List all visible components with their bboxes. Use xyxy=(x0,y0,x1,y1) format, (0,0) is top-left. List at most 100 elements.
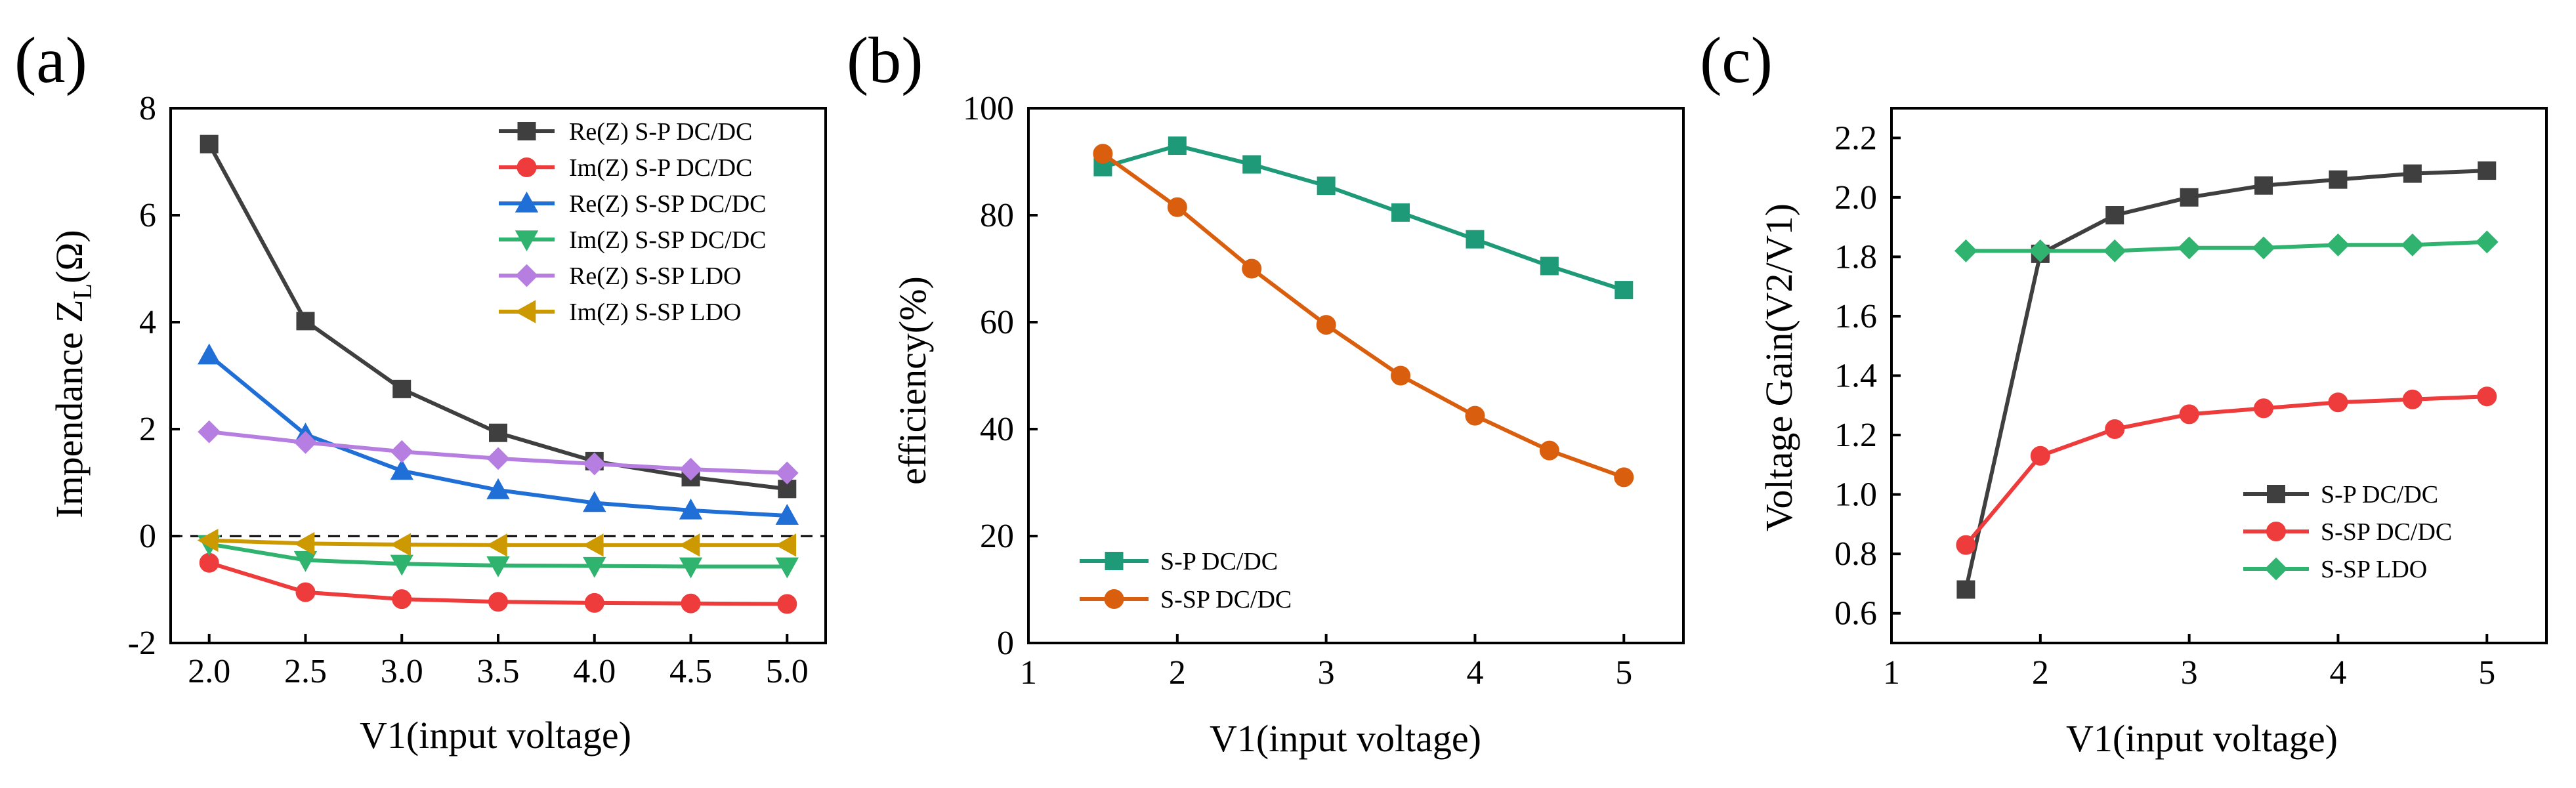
panel-b-axes-frame xyxy=(1027,107,1685,644)
panel-b-x-tick-label: 1 xyxy=(1020,654,1037,692)
panel-b-series-s-p-dc-dc-point xyxy=(1242,155,1261,174)
panel-c-series-s-p-dc-dc-point xyxy=(2105,206,2124,224)
panel-c-x-tick-label: 2 xyxy=(2032,654,2049,692)
panel-a-y-axis-title: Impendance ZL(Ω) xyxy=(48,230,97,518)
panel-a-series-im-z-s-p-dc-dc-point xyxy=(681,593,701,613)
panel-a-y-tick-label: 4 xyxy=(139,304,156,341)
panel-a-series-im-z-s-sp-ldo-point xyxy=(486,533,507,557)
panel-a-x-tick-label: 3.5 xyxy=(477,653,520,690)
panel-a-series-re-z-s-sp-dc-dc-point xyxy=(390,459,413,480)
panel-a-y-tick-label: 0 xyxy=(139,518,156,555)
panel-a-series-im-z-s-sp-dc-dc-point xyxy=(486,556,510,577)
panel-c-y-tick-label: 1.4 xyxy=(1834,358,1877,395)
panel-c-series-s-sp-dc-dc-point xyxy=(2030,446,2050,466)
panel-c-series-s-p-dc-dc-point xyxy=(2478,161,2497,180)
panel-c-series-s-sp-ldo-point xyxy=(2029,239,2052,262)
panel-c-x-tick-label: 5 xyxy=(2478,654,2495,692)
panel-b-series-s-p-dc-dc-point xyxy=(1168,136,1187,156)
panel-a-series-im-z-s-sp-ldo-point xyxy=(390,533,412,556)
panel-b-y-tick-label: 40 xyxy=(980,411,1014,448)
panel-b-x-tick-label: 4 xyxy=(1466,654,1483,692)
panel-a-x-tick-label: 2.5 xyxy=(284,653,327,690)
panel-c-series-s-sp-ldo-point xyxy=(2327,233,2350,257)
panel-c-axes-frame xyxy=(1890,107,2548,644)
panel-c-y-axis-title: Voltage Gain(V2/V1) xyxy=(1758,203,1800,531)
panel-a-legend-item-im-z-s-p-dc-dc: Im(Z) S-P DC/DC xyxy=(499,154,752,182)
panel-a-series-im-z-s-p-dc-dc xyxy=(199,552,797,614)
panel-a-series-re-z-s-sp-ldo-point xyxy=(294,430,317,454)
panel-c-series-s-sp-dc-dc-point xyxy=(1956,535,1976,555)
panel-c-y-tick-label: 2.0 xyxy=(1834,179,1877,217)
panel-b-legend-item-s-sp-dc-dc: S-SP DC/DC xyxy=(1080,586,1292,613)
panel-c-series-s-sp-dc-dc xyxy=(1956,386,2497,555)
panel-a-y-tick-label: 2 xyxy=(139,411,156,448)
panel-c-series-s-sp-dc-dc-point xyxy=(2179,404,2199,425)
panel-c-legend-item-s-sp-dc-dc-swatch-marker xyxy=(2266,522,2286,541)
panel-a-legend-item-re-z-s-sp-ldo-swatch-marker xyxy=(515,264,538,287)
panel-a-y-tick-label: -2 xyxy=(128,625,156,662)
panel-b-legend-item-s-p-dc-dc-swatch-marker xyxy=(1105,552,1124,570)
panel-a-series-im-z-s-sp-ldo-point xyxy=(197,528,219,552)
panel-c-series-s-p-dc-dc-point xyxy=(2180,188,2199,207)
panel-a-legend-item-re-z-s-sp-dc-dc-swatch-marker xyxy=(515,191,539,213)
panel-a-series-re-z-s-p-dc-dc-point xyxy=(296,312,315,331)
panel-b-label: (b) xyxy=(847,24,923,96)
panel-c-series-s-sp-ldo xyxy=(1954,230,2499,262)
panel-b-legend-item-s-sp-dc-dc-label: S-SP DC/DC xyxy=(1160,586,1292,613)
panel-a-legend-item-im-z-s-sp-dc-dc: Im(Z) S-SP DC/DC xyxy=(499,226,767,254)
panel-b-y-tick-label: 80 xyxy=(980,197,1014,234)
panel-b-series-s-sp-dc-dc-point xyxy=(1316,315,1336,335)
panel-b-series-s-sp-dc-dc xyxy=(1093,144,1634,487)
panel-a-series-re-z-s-sp-ldo-point xyxy=(583,452,606,476)
panel-a-plot: 2.0 2.5 3.0 3.5 4.0 4.5 5.0 -2 0 2 4 6 8 Re(Z) S-P DC… xyxy=(128,90,827,690)
panel-a-x-tick-label: 5.0 xyxy=(766,653,809,690)
panel-a-series-re-z-s-p-dc-dc-point xyxy=(200,135,219,154)
panel-c-y-tick-label: 1.2 xyxy=(1834,417,1877,454)
panel-b-series-s-p-dc-dc xyxy=(1093,136,1634,300)
panel-b-series-s-sp-dc-dc-point xyxy=(1242,259,1262,279)
panel-a-series-im-z-s-p-dc-dc-point xyxy=(777,594,797,614)
panel-c-label: (c) xyxy=(1700,24,1773,96)
panel-a-y-tick-label: 6 xyxy=(139,197,156,234)
panel-c-series-s-p-dc-dc xyxy=(1956,161,2497,599)
panel-c-y-tick-label: 1.8 xyxy=(1834,238,1877,276)
panel-c-legend-item-s-p-dc-dc-swatch-marker xyxy=(2267,485,2285,503)
panel-c-y-tick-label: 1.0 xyxy=(1834,476,1877,514)
panel-b-y-tick-label: 100 xyxy=(963,90,1014,127)
panel-c-series-s-sp-dc-dc-point xyxy=(2402,389,2422,409)
panel-b-y-tick-label: 20 xyxy=(980,518,1014,555)
panel-c-series-s-sp-ldo-point xyxy=(2401,233,2424,257)
panel-c-series-s-sp-ldo-point xyxy=(2475,230,2499,254)
panel-b-series-s-sp-dc-dc-point xyxy=(1614,467,1634,487)
panel-a-legend-item-re-z-s-p-dc-dc: Re(Z) S-P DC/DC xyxy=(499,118,752,146)
panel-c-legend: S-P DC/DC S-SP DC/DC S-SP LDO xyxy=(2243,481,2452,583)
panel-c-series-s-p-dc-dc-point xyxy=(2403,164,2422,183)
panel-a-legend-item-im-z-s-p-dc-dc-swatch-marker xyxy=(517,157,537,177)
panel-a-legend-item-re-z-s-p-dc-dc-label: Re(Z) S-P DC/DC xyxy=(569,118,752,146)
panel-a-x-axis-title: V1(input voltage) xyxy=(360,714,631,757)
panel-c-series-s-sp-ldo-point xyxy=(2103,239,2126,262)
panel-a-legend-item-im-z-s-sp-dc-dc-swatch-marker xyxy=(515,230,539,252)
panel-b-series-s-sp-dc-dc-point xyxy=(1093,144,1113,164)
panel-a-series-re-z-s-sp-ldo-point xyxy=(679,457,702,481)
panel-c-series-s-sp-dc-dc-point xyxy=(2477,386,2497,407)
panel-c-series-s-sp-dc-dc-point xyxy=(2105,419,2125,439)
panel-c-series-s-sp-dc-dc-line xyxy=(1964,394,2487,547)
panel-b-legend-item-s-sp-dc-dc-swatch-marker xyxy=(1104,589,1124,609)
panel-c-legend-item-s-sp-ldo: S-SP LDO xyxy=(2243,556,2427,583)
panel-a-series-re-z-s-sp-ldo-point xyxy=(390,440,413,463)
panel-a-series-re-z-s-sp-dc-dc-point xyxy=(775,503,799,525)
panel-c-series-s-sp-ldo-point xyxy=(2252,236,2275,260)
panel-b-series-s-sp-dc-dc-point xyxy=(1465,405,1485,426)
panel-a-label: (a) xyxy=(14,24,87,96)
panel-a-series-re-z-s-sp-dc-dc-point xyxy=(583,491,606,512)
panel-c-legend-item-s-p-dc-dc: S-P DC/DC xyxy=(2243,481,2438,508)
panel-a-legend: Re(Z) S-P DC/DC Im(Z) S-P DC/DC Re(Z) S-SP… xyxy=(499,118,767,326)
panel-c-legend-item-s-p-dc-dc-label: S-P DC/DC xyxy=(2321,481,2438,508)
panel-b-series-s-p-dc-dc-point xyxy=(1540,257,1559,276)
panel-b-legend-item-s-p-dc-dc-label: S-P DC/DC xyxy=(1160,548,1278,575)
panel-a-y-axis-title-subscript: L xyxy=(68,283,97,299)
panel-c-legend-item-s-sp-dc-dc: S-SP DC/DC xyxy=(2243,518,2452,546)
panel-a-series-im-z-s-sp-ldo-point xyxy=(775,533,797,557)
